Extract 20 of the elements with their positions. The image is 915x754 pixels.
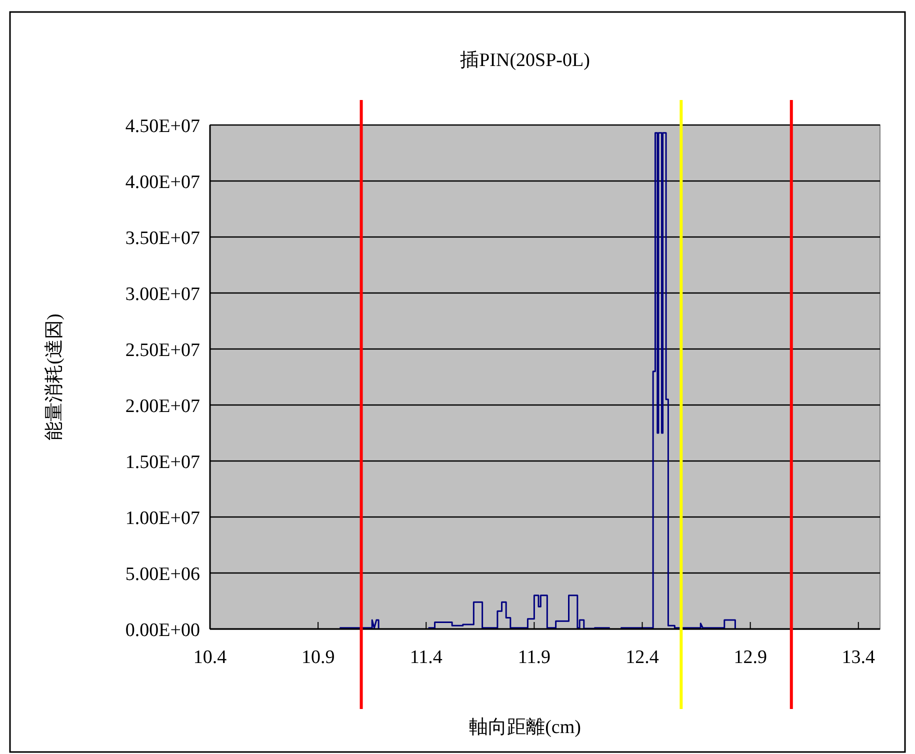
- y-tick-label: 1.50E+07: [125, 452, 200, 473]
- x-tick-label: 12.4: [626, 647, 660, 668]
- x-axis-title: 軸向距離(cm): [469, 717, 581, 738]
- chart-title: 插PIN(20SP-0L): [460, 50, 590, 71]
- y-tick-label: 2.00E+07: [125, 396, 200, 417]
- y-tick-label: 4.50E+07: [125, 116, 200, 137]
- y-tick-label: 3.00E+07: [125, 284, 200, 305]
- y-tick-label: 0.00E+00: [125, 620, 200, 641]
- x-tick-label: 13.4: [842, 647, 876, 668]
- x-tick-label: 10.9: [301, 647, 335, 668]
- y-axis-title: 能量消耗(達因): [44, 314, 65, 440]
- y-tick-label: 2.50E+07: [125, 340, 200, 361]
- y-tick-label: 5.00E+06: [125, 564, 200, 585]
- x-tick-label: 10.4: [193, 647, 228, 668]
- x-tick-label: 11.4: [410, 647, 443, 668]
- x-tick-label: 11.9: [518, 647, 550, 668]
- y-tick-label: 3.50E+07: [125, 228, 200, 249]
- y-tick-label: 1.00E+07: [125, 508, 200, 529]
- y-tick-label: 4.00E+07: [125, 172, 200, 193]
- x-tick-label: 12.9: [734, 647, 767, 668]
